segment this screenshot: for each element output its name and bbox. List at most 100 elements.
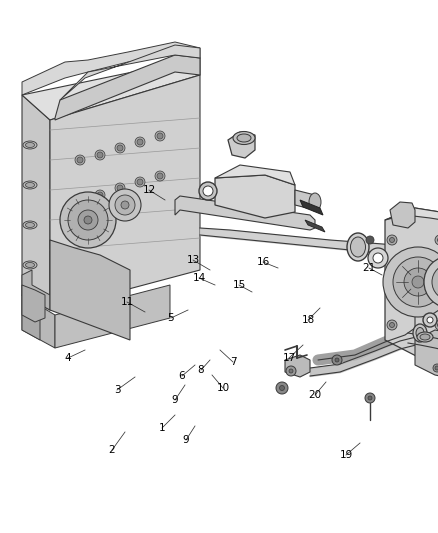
Polygon shape — [300, 200, 323, 215]
Polygon shape — [385, 208, 438, 358]
Text: 7: 7 — [230, 357, 237, 367]
Ellipse shape — [25, 142, 35, 148]
Circle shape — [387, 320, 397, 330]
Text: 4: 4 — [65, 353, 71, 363]
Polygon shape — [285, 355, 310, 377]
Circle shape — [203, 186, 213, 196]
Polygon shape — [295, 190, 315, 210]
Circle shape — [289, 369, 293, 373]
Ellipse shape — [233, 132, 255, 144]
Polygon shape — [22, 295, 40, 340]
Circle shape — [435, 366, 438, 370]
Circle shape — [77, 157, 83, 163]
Circle shape — [135, 177, 145, 187]
Text: 1: 1 — [159, 423, 165, 433]
Circle shape — [84, 216, 92, 224]
Ellipse shape — [347, 233, 369, 261]
Circle shape — [368, 396, 372, 400]
Text: 10: 10 — [216, 383, 230, 393]
Text: 12: 12 — [142, 185, 155, 195]
Circle shape — [157, 173, 163, 179]
Circle shape — [404, 268, 432, 296]
Text: 8: 8 — [198, 365, 204, 375]
Circle shape — [117, 185, 123, 191]
Polygon shape — [390, 202, 415, 228]
Circle shape — [97, 192, 103, 198]
Text: 2: 2 — [109, 445, 115, 455]
Ellipse shape — [23, 221, 37, 229]
Circle shape — [424, 256, 438, 308]
Circle shape — [75, 195, 85, 205]
Ellipse shape — [237, 134, 251, 142]
Circle shape — [77, 197, 83, 203]
Circle shape — [109, 189, 141, 221]
Polygon shape — [175, 196, 315, 230]
Circle shape — [279, 385, 285, 391]
Text: 16: 16 — [256, 257, 270, 267]
Ellipse shape — [417, 332, 433, 342]
Text: 17: 17 — [283, 353, 296, 363]
Text: 3: 3 — [114, 385, 120, 395]
Ellipse shape — [23, 261, 37, 269]
Circle shape — [393, 257, 438, 307]
Circle shape — [389, 322, 395, 327]
Polygon shape — [50, 240, 130, 340]
Circle shape — [366, 236, 374, 244]
Text: 9: 9 — [172, 395, 178, 405]
Circle shape — [412, 276, 424, 288]
Polygon shape — [50, 75, 200, 310]
Circle shape — [95, 150, 105, 160]
Circle shape — [433, 364, 438, 372]
Circle shape — [368, 248, 388, 268]
Circle shape — [75, 155, 85, 165]
Circle shape — [68, 200, 108, 240]
Ellipse shape — [350, 237, 365, 257]
Circle shape — [383, 247, 438, 317]
Text: 20: 20 — [308, 390, 321, 400]
Circle shape — [60, 192, 116, 248]
Circle shape — [115, 143, 125, 153]
Circle shape — [155, 131, 165, 141]
Circle shape — [373, 253, 383, 263]
Text: 9: 9 — [183, 435, 189, 445]
Polygon shape — [22, 270, 50, 310]
Ellipse shape — [25, 262, 35, 268]
Circle shape — [157, 133, 163, 139]
Circle shape — [365, 393, 375, 403]
Polygon shape — [55, 55, 200, 120]
Circle shape — [155, 171, 165, 181]
Polygon shape — [22, 58, 200, 120]
Circle shape — [427, 317, 433, 323]
Ellipse shape — [420, 334, 430, 340]
Polygon shape — [22, 285, 45, 322]
Ellipse shape — [416, 327, 424, 338]
Text: 14: 14 — [192, 273, 205, 283]
Circle shape — [387, 235, 397, 245]
Circle shape — [95, 190, 105, 200]
Circle shape — [332, 355, 342, 365]
Text: 18: 18 — [301, 315, 314, 325]
Text: 6: 6 — [179, 371, 185, 381]
Polygon shape — [385, 208, 438, 222]
Polygon shape — [305, 220, 325, 232]
Ellipse shape — [25, 182, 35, 188]
Text: 21: 21 — [362, 263, 376, 273]
Polygon shape — [60, 45, 200, 100]
Circle shape — [432, 264, 438, 300]
Circle shape — [137, 179, 143, 185]
Ellipse shape — [309, 193, 321, 211]
Circle shape — [117, 145, 123, 151]
Circle shape — [97, 152, 103, 158]
Text: 19: 19 — [339, 450, 353, 460]
Circle shape — [423, 313, 437, 327]
Polygon shape — [22, 295, 55, 348]
Text: 13: 13 — [187, 255, 200, 265]
Circle shape — [335, 358, 339, 362]
Circle shape — [115, 183, 125, 193]
Circle shape — [276, 382, 288, 394]
Polygon shape — [215, 165, 295, 185]
Ellipse shape — [413, 324, 427, 342]
Circle shape — [199, 182, 217, 200]
Text: 5: 5 — [168, 313, 174, 323]
Circle shape — [78, 210, 98, 230]
